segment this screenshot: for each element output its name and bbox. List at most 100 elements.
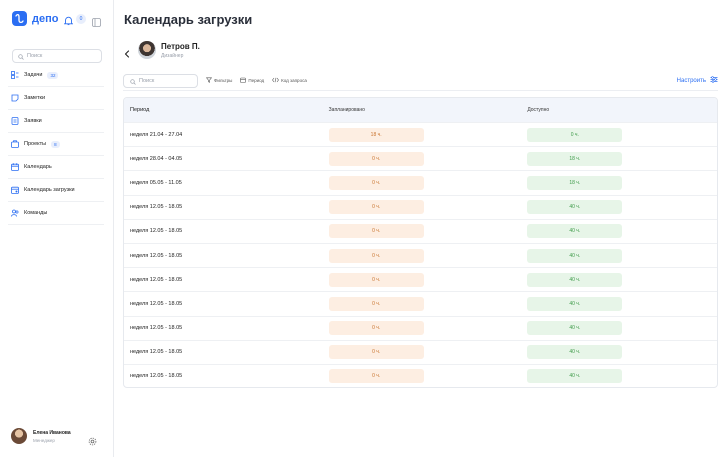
notification-count-badge: 0 <box>76 14 86 24</box>
search-icon <box>18 47 24 65</box>
toolbar-divider <box>123 90 718 91</box>
sidebar-search-field[interactable] <box>27 53 97 59</box>
table-row[interactable]: неделя 12.05 - 18.05 0 ч. 40 ч. <box>124 363 717 387</box>
available-hours-badge: 40 ч. <box>527 224 623 239</box>
planned-hours-badge: 0 ч. <box>328 224 424 239</box>
sidebar-item-label: Команды <box>24 210 48 216</box>
planned-hours-badge: 0 ч. <box>328 272 424 287</box>
table-row[interactable]: неделя 12.05 - 18.05 0 ч. 40 ч. <box>124 291 717 315</box>
planned-hours-badge: 0 ч. <box>328 321 424 336</box>
bell-icon[interactable] <box>63 13 74 31</box>
period-cell: неделя 12.05 - 18.05 <box>130 252 183 259</box>
search-field[interactable] <box>139 77 194 84</box>
planned-hours-badge: 0 ч. <box>328 151 424 166</box>
sliders-icon <box>710 76 718 85</box>
period-cell: неделя 12.05 - 18.05 <box>130 276 183 283</box>
load-table: Период Запланировано Доступно неделя 21.… <box>123 97 718 388</box>
calendar-icon <box>11 158 19 176</box>
period-cell: неделя 12.05 - 18.05 <box>130 325 183 332</box>
available-hours-badge: 40 ч. <box>527 200 623 215</box>
available-hours-badge: 18 ч. <box>527 175 623 190</box>
planned-cell: 0 ч. <box>328 321 528 336</box>
sidebar-item-label: Заметки <box>24 95 46 101</box>
person-name: Петров П. <box>161 41 200 51</box>
page-title: Календарь загрузки <box>124 12 253 27</box>
header-period[interactable]: Период <box>130 107 150 113</box>
header-planned[interactable]: Запланировано <box>328 107 365 113</box>
sidebar-item-load-calendar[interactable]: Календарь загрузки <box>8 179 104 202</box>
table-body: неделя 21.04 - 27.04 18 ч. 0 ч. неделя 28.0… <box>124 122 717 387</box>
person-role: Дизайнер <box>161 52 184 59</box>
available-hours-badge: 18 ч. <box>527 151 623 166</box>
calendar-icon <box>240 77 247 84</box>
available-cell: 40 ч. <box>527 345 717 360</box>
table-row[interactable]: неделя 21.04 - 27.04 18 ч. 0 ч. <box>124 122 717 146</box>
filter-icon <box>205 77 213 84</box>
available-cell: 40 ч. <box>527 296 717 311</box>
brand-logo[interactable]: депо <box>12 11 58 26</box>
planned-cell: 18 ч. <box>328 127 528 142</box>
teams-icon <box>11 204 19 222</box>
sidebar-item-label: Календарь загрузки <box>24 187 75 193</box>
toolbar: Фильтры Период Код запроса Настроить <box>123 73 718 88</box>
header-available[interactable]: Доступно <box>527 107 550 113</box>
search-icon <box>130 72 136 90</box>
available-cell: 40 ч. <box>527 321 717 336</box>
configure-label: Настроить <box>676 77 706 84</box>
table-row[interactable]: неделя 12.05 - 18.05 0 ч. 40 ч. <box>124 242 717 267</box>
available-hours-badge: 40 ч. <box>527 369 623 384</box>
logo-icon <box>12 11 27 26</box>
sidebar: депо 0 Задачи 32 Заметки Заявки Проекты … <box>0 0 114 457</box>
table-row[interactable]: неделя 12.05 - 18.05 0 ч. 40 ч. <box>124 267 717 291</box>
sidebar-item-label: Заявки <box>24 118 42 124</box>
available-hours-badge: 40 ч. <box>527 296 623 311</box>
planned-hours-badge: 0 ч. <box>328 248 424 263</box>
available-cell: 18 ч. <box>527 151 717 166</box>
table-header: Период Запланировано Доступно <box>124 98 717 122</box>
sidebar-nav: Задачи 32 Заметки Заявки Проекты 8 Кален… <box>8 64 104 225</box>
table-row[interactable]: неделя 12.05 - 18.05 0 ч. 40 ч. <box>124 194 717 219</box>
planned-cell: 0 ч. <box>328 345 528 360</box>
table-row[interactable]: неделя 12.05 - 18.05 0 ч. 40 ч. <box>124 218 717 243</box>
table-row[interactable]: неделя 12.05 - 18.05 0 ч. 40 ч. <box>124 315 717 340</box>
sidebar-search-input[interactable] <box>12 49 102 63</box>
load-calendar-icon <box>11 181 19 199</box>
period-cell: неделя 28.04 - 04.05 <box>130 155 183 162</box>
table-row[interactable]: неделя 05.05 - 11.05 0 ч. 18 ч. <box>124 170 717 194</box>
planned-cell: 0 ч. <box>328 272 528 287</box>
sidebar-item-teams[interactable]: Команды <box>8 202 104 225</box>
sidebar-item-notes[interactable]: Заметки <box>8 87 104 110</box>
collapse-sidebar-icon[interactable] <box>92 14 101 32</box>
projects-icon <box>11 135 19 153</box>
available-cell: 40 ч. <box>527 248 717 263</box>
sidebar-item-label: Календарь <box>24 164 52 170</box>
planned-cell: 0 ч. <box>328 224 528 239</box>
available-hours-badge: 0 ч. <box>527 127 623 142</box>
sidebar-item-tasks[interactable]: Задачи 32 <box>8 64 104 87</box>
tasks-icon <box>11 66 19 84</box>
period-button[interactable]: Период <box>240 77 264 84</box>
available-cell: 40 ч. <box>527 224 717 239</box>
planned-cell: 0 ч. <box>328 248 528 263</box>
user-role: Менеджер <box>33 437 55 443</box>
sidebar-item-calendar[interactable]: Календарь <box>8 156 104 179</box>
available-hours-badge: 40 ч. <box>527 345 623 360</box>
gear-icon[interactable] <box>88 433 97 451</box>
current-user[interactable]: Елена Иванова Менеджер <box>11 428 71 444</box>
projects-count-badge: 8 <box>51 140 60 148</box>
back-arrow-icon[interactable] <box>124 45 130 63</box>
filters-button[interactable]: Фильтры <box>205 77 232 84</box>
user-avatar <box>11 428 27 444</box>
planned-hours-badge: 0 ч. <box>328 175 424 190</box>
table-row[interactable]: неделя 12.05 - 18.05 0 ч. 40 ч. <box>124 339 717 364</box>
table-row[interactable]: неделя 28.04 - 04.05 0 ч. 18 ч. <box>124 146 717 170</box>
configure-button[interactable]: Настроить <box>677 76 718 85</box>
planned-hours-badge: 0 ч. <box>328 200 424 215</box>
sidebar-item-requests[interactable]: Заявки <box>8 110 104 133</box>
search-input[interactable] <box>123 72 198 90</box>
sidebar-item-projects[interactable]: Проекты 8 <box>8 133 104 156</box>
person-avatar <box>138 41 156 59</box>
code-icon <box>272 77 280 84</box>
tasks-count-badge: 32 <box>47 71 59 79</box>
query-code-button[interactable]: Код запроса <box>272 77 307 84</box>
